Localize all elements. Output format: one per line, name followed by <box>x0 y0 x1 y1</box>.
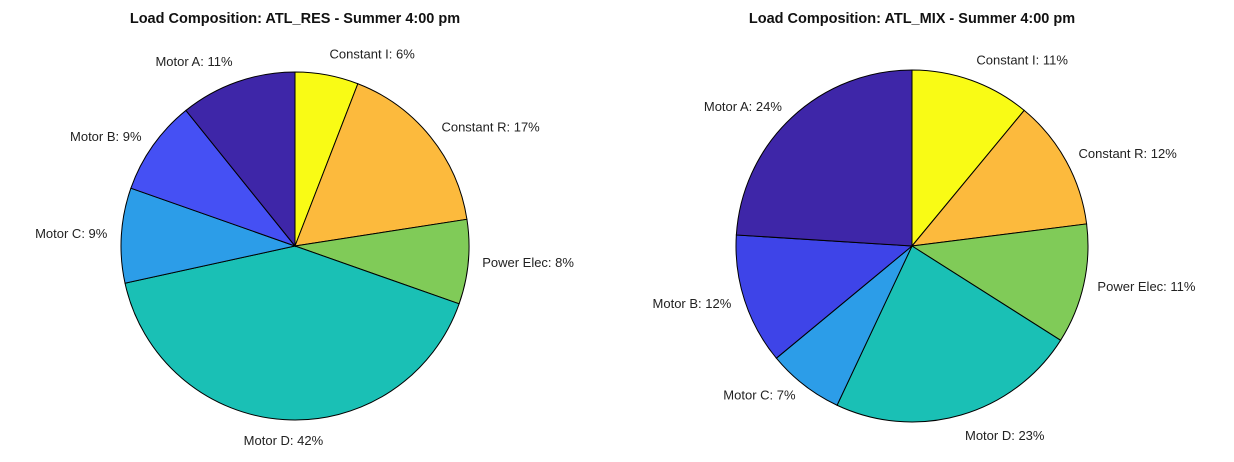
pie-slice <box>735 69 913 247</box>
pie-slice <box>185 71 296 248</box>
pie-slice <box>130 109 297 248</box>
slice-label: Constant I: 11% <box>976 53 1068 68</box>
slice-label: Constant I: 6% <box>330 47 416 62</box>
pie-slice <box>124 245 460 421</box>
slice-label: Constant R: 12% <box>1078 146 1177 161</box>
slice-label: Motor A: 11% <box>155 54 233 69</box>
pie-slice <box>836 245 1062 423</box>
slice-label: Motor C: 9% <box>35 226 108 241</box>
slice-label: Power Elec: 8% <box>482 255 574 270</box>
slice-label: Constant R: 17% <box>441 120 540 135</box>
pie-slice <box>910 223 1089 341</box>
pie-slice <box>294 83 468 247</box>
pie-slice <box>911 69 1025 248</box>
slice-label: Power Elec: 11% <box>1097 279 1195 294</box>
pie-slice <box>120 187 297 284</box>
slice-label: Motor C: 7% <box>723 388 796 403</box>
slice-label: Motor D: 23% <box>965 428 1045 443</box>
slice-label: Motor B: 12% <box>653 296 732 311</box>
slice-label: Motor A: 24% <box>704 99 782 114</box>
slice-label: Motor D: 42% <box>244 433 324 448</box>
pie-slice <box>910 109 1088 247</box>
pie-slice <box>735 234 914 359</box>
slice-label: Motor B: 9% <box>70 129 142 144</box>
chart-title: Load Composition: ATL_RES - Summer 4:00 … <box>130 11 460 27</box>
chart-title: Load Composition: ATL_MIX - Summer 4:00 … <box>749 11 1075 27</box>
